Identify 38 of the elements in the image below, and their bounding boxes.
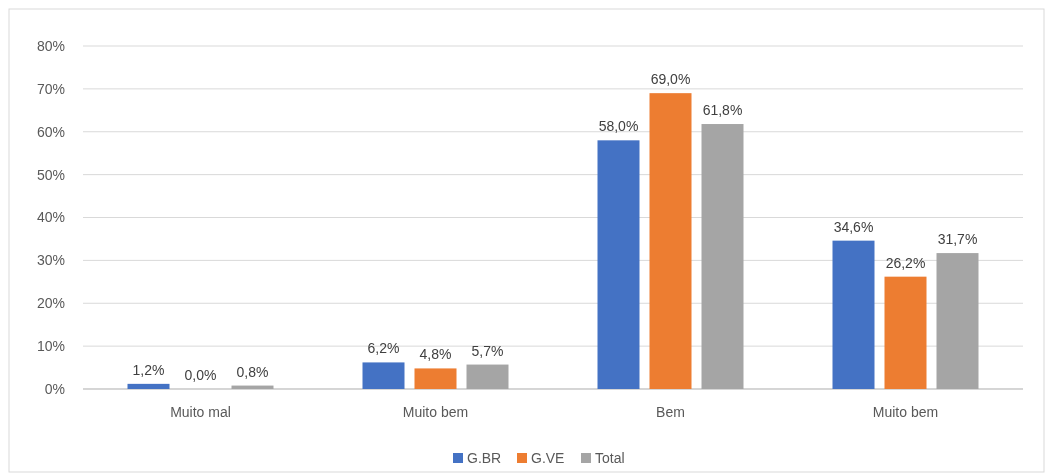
bar bbox=[701, 124, 744, 389]
x-tick-label: Muito bem bbox=[402, 404, 469, 420]
data-label: 1,2% bbox=[132, 361, 165, 378]
y-tick-label: 10% bbox=[36, 338, 65, 355]
y-tick-label: 20% bbox=[36, 295, 65, 312]
x-tick-label: Muito bem bbox=[872, 404, 939, 420]
y-tick-label: 0% bbox=[44, 380, 65, 397]
y-tick-label: 50% bbox=[36, 166, 65, 183]
bar bbox=[649, 93, 692, 389]
bar bbox=[884, 276, 927, 389]
data-label: 0,0% bbox=[184, 367, 217, 383]
bar bbox=[597, 140, 640, 389]
legend-label: G.BR bbox=[467, 449, 502, 466]
data-label: 26,2% bbox=[885, 254, 926, 271]
y-tick-label: 80% bbox=[36, 37, 65, 54]
legend-label: Total bbox=[595, 449, 625, 466]
bar bbox=[832, 240, 875, 389]
data-label: 6,2% bbox=[367, 340, 400, 357]
data-label: 4,8% bbox=[419, 346, 452, 363]
bar bbox=[414, 368, 457, 389]
bar bbox=[466, 364, 509, 389]
bar bbox=[127, 383, 170, 389]
y-tick-label: 30% bbox=[36, 252, 65, 269]
y-tick-label: 60% bbox=[36, 123, 65, 140]
data-label: 5,7% bbox=[471, 342, 504, 359]
data-label: 0,8% bbox=[236, 363, 269, 380]
data-label: 31,7% bbox=[937, 231, 978, 248]
y-tick-label: 70% bbox=[36, 80, 65, 97]
data-label: 34,6% bbox=[833, 218, 874, 235]
x-tick-label: Muito mal bbox=[170, 404, 231, 420]
legend-label: G.VE bbox=[531, 449, 565, 466]
data-label: 69,0% bbox=[650, 71, 691, 88]
data-label: 58,0% bbox=[598, 118, 639, 135]
y-tick-label: 40% bbox=[36, 209, 65, 226]
bar bbox=[362, 362, 405, 389]
data-label: 61,8% bbox=[702, 102, 743, 119]
bar bbox=[936, 253, 979, 389]
x-tick-label: Bem bbox=[656, 404, 685, 420]
